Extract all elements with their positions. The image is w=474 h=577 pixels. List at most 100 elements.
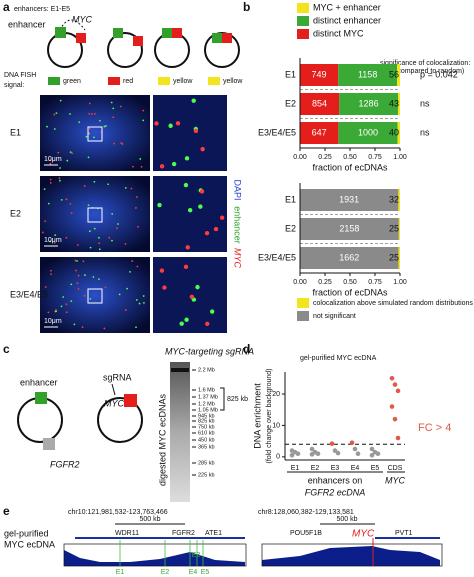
coords: chr8:128,060,382-129,133,581: [258, 509, 354, 516]
panel-label: e: [3, 504, 10, 518]
spot: [71, 152, 74, 155]
ladder-label: 750 kb: [198, 424, 215, 430]
spot: [103, 327, 106, 330]
spot: [55, 112, 58, 115]
enhancer-label: E1: [116, 569, 125, 576]
signal-label: green: [63, 78, 81, 85]
point: [369, 452, 375, 458]
bar-segment: [338, 122, 398, 144]
bar-segment: [397, 122, 400, 144]
bar-segment: [338, 64, 398, 86]
spot: [162, 285, 167, 290]
enhancer-label: enhancer: [8, 19, 46, 29]
x-tick-label: E4: [351, 465, 360, 472]
spot: [159, 268, 165, 273]
scale: 500 kb: [139, 516, 160, 523]
signal-label: yellow: [223, 78, 243, 85]
spot: [98, 242, 101, 245]
spot: [81, 326, 84, 329]
category-label: E3/E4/E5: [258, 252, 296, 262]
point: [369, 446, 375, 452]
channel-label: enhancer: [233, 206, 243, 244]
spot: [171, 161, 177, 167]
spot: [154, 121, 159, 126]
spot: [131, 260, 134, 262]
spot: [199, 189, 205, 194]
gel-title: MYC-targeting sgRNA: [165, 346, 254, 356]
enhancer-label: E3: [192, 552, 201, 559]
row-label: E1: [10, 127, 21, 137]
panel-label: c: [3, 342, 10, 356]
x-tick-label: 1.00: [393, 279, 407, 286]
spot: [120, 142, 123, 145]
scale-label: 10μm: [44, 156, 62, 163]
legend-label: distinct enhancer: [313, 15, 381, 25]
scale-label: 10μm: [44, 318, 62, 325]
spot: [65, 198, 68, 201]
spot: [185, 245, 190, 250]
value-label: 25: [389, 252, 399, 262]
bar-segment: [398, 247, 400, 269]
bar-segment: [300, 189, 399, 211]
spot: [59, 99, 62, 102]
bar-segment: [398, 189, 400, 211]
point: [315, 451, 321, 457]
micrograph: [40, 95, 150, 171]
gene: FGFR2: [172, 530, 195, 537]
x-axis-label: fraction of ecDNAs: [312, 287, 388, 297]
signal-label: red: [123, 78, 133, 85]
ladder-label: 450 kb: [198, 437, 215, 443]
spot: [76, 244, 79, 246]
value-label: 2158: [339, 223, 359, 233]
x-tick-label: 0.75: [368, 279, 382, 286]
signal-swatch: [158, 77, 170, 85]
enhancer-label: E4: [189, 569, 198, 576]
value-label: 749: [312, 69, 327, 79]
spot: [92, 276, 95, 278]
gel-label: digested MYC ecDNAs: [157, 393, 167, 486]
spot: [84, 274, 86, 276]
enhancer-label: E5: [201, 569, 210, 576]
spot: [70, 283, 73, 286]
spot: [135, 326, 137, 329]
spot: [143, 301, 145, 304]
enhancer-label: enhancer: [20, 377, 58, 387]
category-label: E1: [285, 69, 296, 79]
spot: [112, 107, 115, 110]
x-tick-label: E5: [371, 465, 380, 472]
spot: [198, 204, 203, 209]
spot: [77, 288, 80, 290]
legend-label: MYC + enhancer: [313, 2, 381, 12]
spot: [74, 259, 77, 262]
ladder-label: 365 kb: [198, 444, 215, 450]
bar-segment: [339, 93, 399, 115]
group-label: FGFR2 ecDNA: [305, 487, 366, 497]
spot: [83, 184, 86, 187]
spot: [129, 270, 131, 273]
spot: [47, 311, 50, 314]
spot: [70, 212, 73, 215]
spot: [98, 248, 101, 251]
point: [295, 451, 301, 457]
signal-label: yellow: [173, 78, 193, 85]
value-label: 1158: [358, 69, 377, 79]
point: [329, 441, 335, 446]
spot: [53, 113, 56, 116]
panel-label: a: [3, 0, 10, 14]
panel-label: b: [243, 0, 250, 14]
spot: [104, 286, 107, 289]
spot: [78, 121, 81, 124]
spot: [219, 215, 225, 220]
spot: [130, 187, 133, 190]
ladder-label: 225 kb: [198, 472, 215, 478]
x-tick-label: 0.00: [293, 279, 307, 286]
gene: PVT1: [395, 530, 413, 537]
value-label: 56: [389, 69, 399, 79]
panel-a: a enhancers: E1-E5 enhancer MYC DNA FISH…: [3, 0, 243, 333]
value-label: 1286: [359, 98, 379, 108]
legend-label: not significant: [313, 313, 356, 320]
spot: [43, 188, 46, 191]
sgrna-label: sgRNA: [103, 372, 132, 382]
spot: [113, 142, 116, 145]
